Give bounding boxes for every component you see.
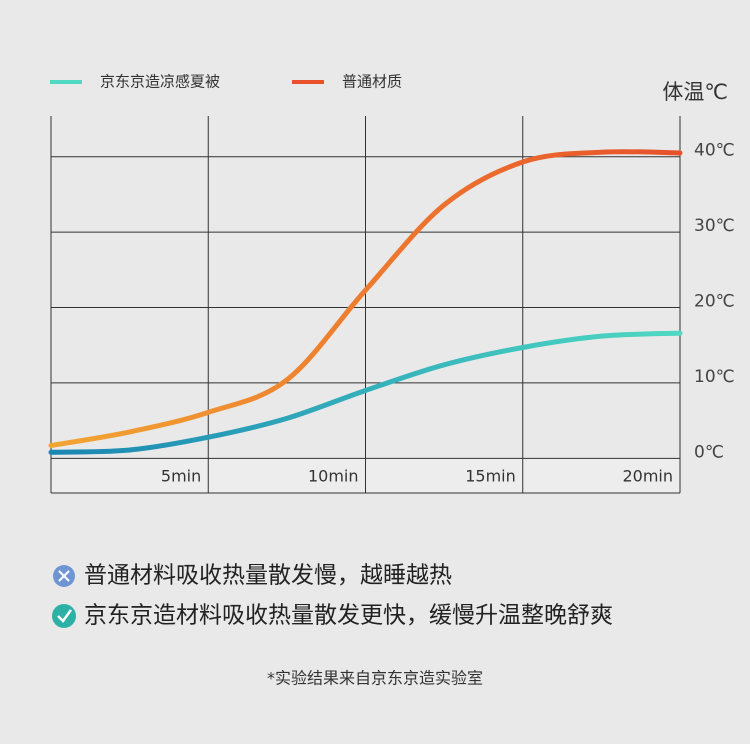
note: 普通材料吸收热量散发慢，越睡越热 (84, 563, 452, 589)
x-tick-label: 15min (465, 467, 516, 486)
note-icon-check (52, 604, 76, 628)
note-icon-cross (53, 565, 75, 587)
legend-label: 京东京造凉感夏被 (100, 73, 220, 91)
footnote: *实验结果来自京东京造实验室 (267, 669, 483, 688)
x-tick-label: 20min (622, 467, 673, 486)
series-line (48, 149, 683, 448)
y-tick-label: 0℃ (694, 442, 724, 462)
x-tick-label: 10min (308, 467, 359, 486)
note: 京东京造材料吸收热量散发更快，缓慢升温整晚舒爽 (84, 603, 613, 629)
y-tick-label: 20℃ (694, 292, 735, 312)
y-axis-label: 体温℃ (662, 80, 728, 104)
legend-label: 普通材质 (342, 73, 402, 91)
y-tick-label: 40℃ (694, 141, 735, 161)
y-tick-label: 10℃ (694, 367, 735, 387)
x-tick-label: 5min (161, 467, 201, 486)
series-line (48, 330, 683, 455)
y-tick-label: 30℃ (694, 216, 735, 236)
